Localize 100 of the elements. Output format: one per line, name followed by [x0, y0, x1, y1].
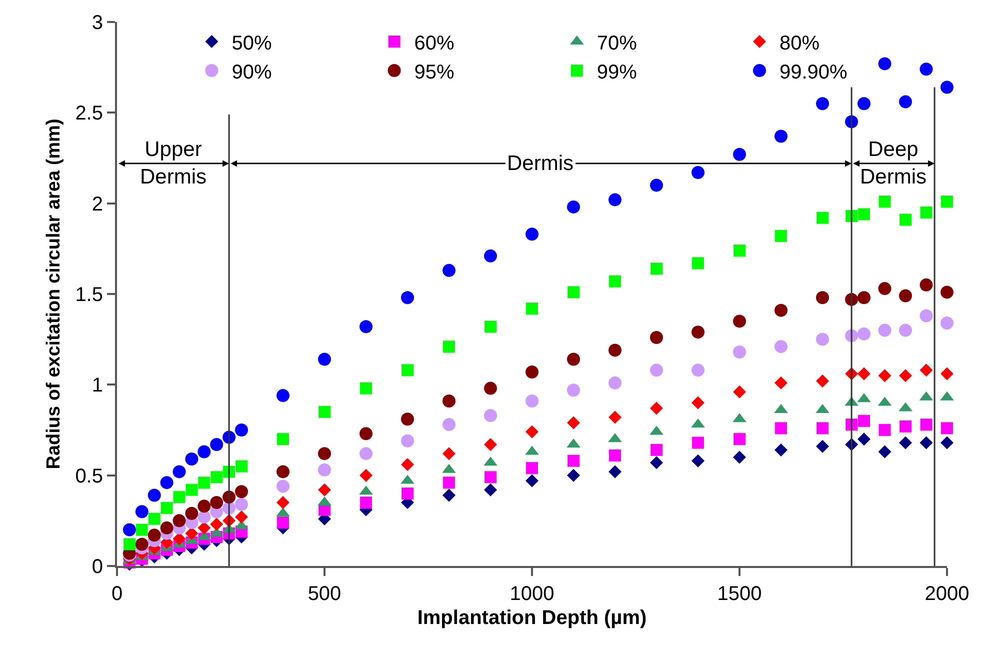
point	[692, 436, 704, 449]
point	[484, 382, 497, 395]
point	[235, 510, 248, 524]
point	[650, 444, 662, 456]
point	[210, 496, 224, 510]
legend-label: 99.90%	[780, 61, 848, 84]
point	[650, 262, 662, 275]
point	[198, 500, 211, 513]
point	[172, 532, 186, 546]
point	[526, 474, 538, 488]
point	[920, 309, 933, 322]
point	[650, 331, 663, 344]
point	[692, 396, 704, 410]
point	[733, 450, 746, 464]
point	[567, 384, 580, 397]
point	[484, 408, 497, 422]
point	[318, 352, 331, 366]
point	[401, 458, 414, 471]
point	[567, 468, 580, 482]
point	[608, 410, 622, 424]
point	[401, 291, 414, 304]
point	[402, 487, 414, 500]
x-tick-label: 0	[111, 583, 123, 605]
point	[816, 332, 829, 346]
point	[526, 462, 538, 474]
point	[443, 476, 455, 489]
x-tick-label: 1000	[510, 583, 554, 605]
point	[609, 449, 621, 462]
point	[734, 244, 746, 256]
point	[774, 130, 788, 143]
point	[733, 314, 746, 328]
point	[148, 528, 161, 542]
point	[858, 414, 870, 427]
point	[816, 374, 829, 388]
point	[608, 344, 622, 357]
point	[484, 471, 496, 484]
point	[172, 465, 186, 478]
point	[235, 424, 248, 436]
point	[277, 516, 289, 528]
point	[360, 427, 372, 440]
annotation: Deep Dermis	[860, 138, 926, 188]
y-tick-label: 2.5	[75, 102, 103, 125]
y-tick-label: 0.5	[75, 465, 103, 488]
point	[920, 278, 933, 292]
point	[774, 304, 788, 317]
point	[401, 434, 414, 448]
point	[360, 468, 372, 482]
legend-label: 50%	[232, 32, 272, 54]
legend-label: 95%	[414, 61, 455, 84]
annotation: Dermis	[507, 152, 574, 175]
point	[774, 376, 788, 390]
point	[210, 471, 223, 484]
point	[318, 406, 330, 418]
point	[172, 514, 186, 528]
point	[360, 320, 372, 334]
point	[185, 506, 198, 520]
point	[899, 324, 912, 337]
point	[442, 394, 456, 408]
x-tick-label: 1500	[717, 583, 762, 605]
point	[568, 454, 580, 467]
legend-label: 60%	[414, 32, 455, 54]
x-tick-label: 2000	[924, 583, 970, 605]
point	[608, 193, 622, 206]
point	[878, 324, 892, 337]
point	[173, 491, 186, 504]
point	[692, 364, 704, 377]
point	[186, 484, 198, 496]
point	[940, 436, 954, 450]
point	[941, 196, 953, 208]
annotation: Upper Dermis	[140, 138, 206, 188]
legend-label: 99%	[596, 61, 638, 84]
point	[185, 452, 198, 466]
point	[526, 394, 538, 408]
point	[734, 433, 746, 446]
y-tick-label: 1.5	[75, 284, 103, 306]
point	[442, 418, 456, 432]
point	[526, 425, 538, 438]
point	[123, 538, 136, 550]
point	[940, 286, 954, 299]
point	[210, 518, 224, 531]
point	[774, 443, 788, 456]
point	[160, 502, 173, 514]
point	[443, 340, 455, 353]
point	[733, 148, 746, 161]
point	[816, 97, 829, 110]
point	[692, 326, 704, 339]
point	[567, 200, 580, 214]
point	[878, 57, 892, 70]
point	[816, 422, 828, 434]
point	[484, 249, 497, 262]
point	[920, 62, 933, 76]
point	[878, 282, 892, 296]
point	[318, 447, 331, 460]
point	[198, 510, 211, 524]
point	[878, 196, 891, 208]
y-tick-label: 3	[92, 12, 103, 34]
point	[277, 433, 289, 446]
point	[608, 376, 622, 390]
point	[650, 456, 663, 470]
point	[235, 498, 248, 511]
